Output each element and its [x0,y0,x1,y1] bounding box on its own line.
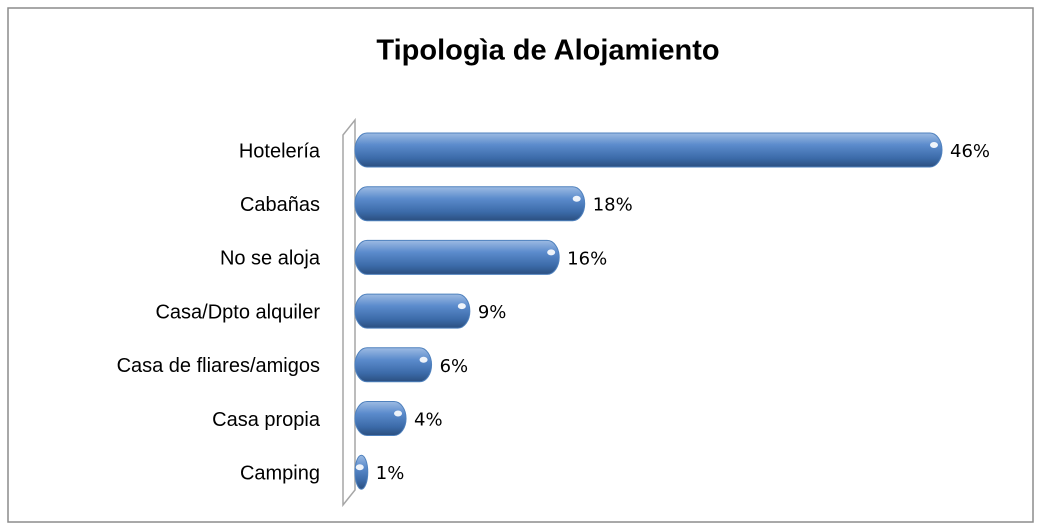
data-label: 46% [950,141,990,162]
data-label: 1% [376,463,405,484]
bar-highlight [355,464,364,471]
y-tick-label: Casa/Dpto alquiler [155,301,320,323]
bar [354,186,586,222]
axis-wall [342,117,356,508]
data-label: 6% [440,356,469,377]
bar-highlight [930,142,938,148]
bar [354,454,369,490]
bar-highlight [419,356,428,363]
data-label: 18% [593,195,633,216]
bar-highlight [394,410,403,417]
bar [354,347,433,383]
bar [354,132,943,168]
y-tick-label: Casa de fliares/amigos [117,355,320,377]
y-tick-label: Hotelería [239,140,321,162]
data-label: 4% [414,410,443,431]
bar [354,293,471,329]
data-label: 9% [478,302,507,323]
bar-highlight [547,249,556,256]
y-tick-label: Casa propia [212,409,321,431]
y-tick-label: Cabañas [240,194,320,216]
bar-highlight [457,303,466,310]
bar-highlight [572,195,581,202]
chart-title: Tipologìa de Alojamiento [376,35,719,67]
y-tick-label: No se aloja [220,248,321,270]
bar [354,401,407,436]
data-label: 16% [567,248,607,269]
bar [354,239,560,275]
y-tick-label: Camping [240,462,320,484]
